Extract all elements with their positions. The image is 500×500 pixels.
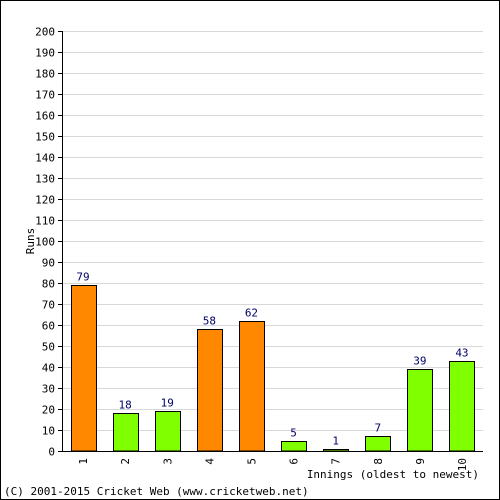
y-tick-label: 100 [35,236,55,249]
y-tick-label: 130 [35,173,55,186]
y-tick-label: 10 [42,425,55,438]
x-tick-label: 3 [161,458,174,465]
y-tick-label: 50 [42,341,55,354]
y-tick-label: 190 [35,47,55,60]
y-tick-label: 140 [35,152,55,165]
y-tick-label: 150 [35,131,55,144]
x-tick-label: 1 [77,458,90,465]
y-tick-label: 120 [35,194,55,207]
x-tick-label: 2 [119,458,132,465]
y-tick-label: 60 [42,320,55,333]
x-tick-label: 10 [456,458,469,471]
bar-innings-9 [407,369,433,452]
data-label: 58 [203,315,216,328]
y-tick-label: 0 [48,446,55,459]
y-tick-label: 80 [42,278,55,291]
y-tick-label: 180 [35,68,55,81]
y-tick-label: 200 [35,26,55,39]
bar-innings-10 [449,361,475,452]
axes [62,31,483,452]
x-tick-label: 7 [330,458,343,465]
y-tick-label: 30 [42,383,55,396]
y-tick-label: 90 [42,257,55,270]
x-tick-label: 8 [372,458,385,465]
y-axis-title: Runs [24,228,37,255]
data-label: 62 [245,307,258,320]
copyright-text: (C) 2001-2015 Cricket Web (www.cricketwe… [4,485,309,498]
y-tick-label: 40 [42,362,55,375]
x-tick-labels: 1 2 3 4 5 6 7 8 9 10 [77,458,469,472]
bar-innings-2 [113,413,139,452]
x-tick-label: 6 [288,458,301,465]
x-tick-label: 5 [245,458,258,465]
y-tick-labels: 0 10 20 30 40 50 60 70 80 90 100 110 120 130 140 150 160… [35,26,62,459]
bar-innings-5 [239,321,265,452]
x-tick-label: 9 [414,458,427,465]
x-axis-title: Innings (oldest to newest) [307,468,479,481]
y-tick-label: 170 [35,89,55,102]
bar-innings-6 [281,441,307,452]
bar-innings-4 [197,329,223,452]
data-label: 79 [76,271,89,284]
data-label: 7 [374,422,381,435]
y-tick-label: 160 [35,110,55,123]
data-label: 5 [290,427,297,440]
data-label: 43 [455,347,468,360]
data-label: 39 [413,355,426,368]
data-labels: 79 18 19 58 62 5 1 7 39 43 [76,271,468,448]
y-tick-label: 110 [35,215,55,228]
y-tick-label: 20 [42,404,55,417]
y-tick-label: 70 [42,299,55,312]
bar-innings-8 [365,436,391,452]
data-label: 1 [332,435,339,448]
data-label: 18 [119,399,132,412]
bar-innings-3 [155,411,181,452]
bar-innings-7 [323,449,349,452]
bars [71,285,475,452]
data-label: 19 [161,397,174,410]
bar-innings-1 [71,285,97,452]
x-tick-label: 4 [203,458,216,465]
